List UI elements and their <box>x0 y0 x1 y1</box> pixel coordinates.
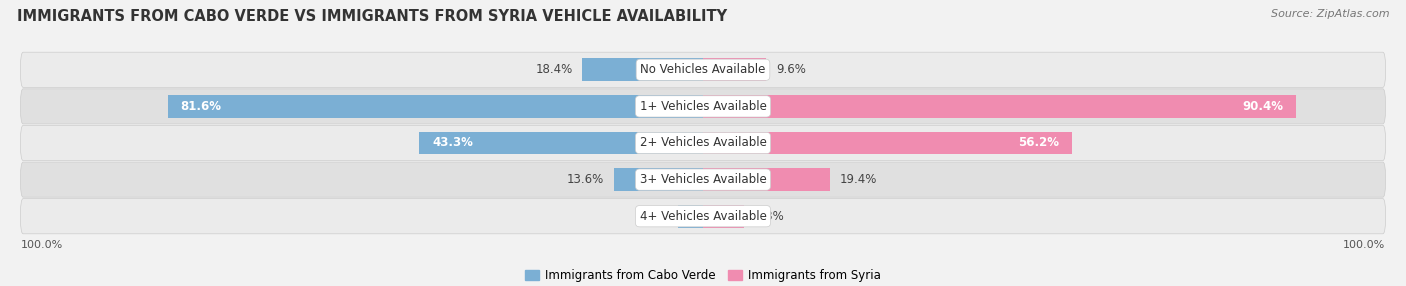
FancyBboxPatch shape <box>21 162 1385 197</box>
Text: 3+ Vehicles Available: 3+ Vehicles Available <box>640 173 766 186</box>
Bar <box>678 205 703 228</box>
FancyBboxPatch shape <box>21 52 1385 87</box>
Bar <box>419 132 703 154</box>
Bar <box>703 205 744 228</box>
FancyBboxPatch shape <box>21 199 1385 234</box>
Legend: Immigrants from Cabo Verde, Immigrants from Syria: Immigrants from Cabo Verde, Immigrants f… <box>520 265 886 286</box>
Text: 56.2%: 56.2% <box>1018 136 1059 150</box>
Text: 9.6%: 9.6% <box>776 63 806 76</box>
Text: 19.4%: 19.4% <box>841 173 877 186</box>
Text: 1+ Vehicles Available: 1+ Vehicles Available <box>640 100 766 113</box>
Bar <box>703 132 1071 154</box>
FancyBboxPatch shape <box>21 89 1385 124</box>
Bar <box>614 168 703 191</box>
Text: Source: ZipAtlas.com: Source: ZipAtlas.com <box>1271 9 1389 19</box>
Text: 3.8%: 3.8% <box>638 210 668 223</box>
Text: 13.6%: 13.6% <box>567 173 605 186</box>
Text: 90.4%: 90.4% <box>1241 100 1284 113</box>
FancyBboxPatch shape <box>21 126 1385 160</box>
Bar <box>703 58 766 81</box>
Text: 18.4%: 18.4% <box>536 63 572 76</box>
Text: 43.3%: 43.3% <box>432 136 472 150</box>
Text: 100.0%: 100.0% <box>1343 240 1385 250</box>
Bar <box>582 58 703 81</box>
Bar <box>167 95 703 118</box>
Bar <box>703 168 831 191</box>
Text: IMMIGRANTS FROM CABO VERDE VS IMMIGRANTS FROM SYRIA VEHICLE AVAILABILITY: IMMIGRANTS FROM CABO VERDE VS IMMIGRANTS… <box>17 9 727 23</box>
Bar <box>703 95 1296 118</box>
Text: 2+ Vehicles Available: 2+ Vehicles Available <box>640 136 766 150</box>
Text: 4+ Vehicles Available: 4+ Vehicles Available <box>640 210 766 223</box>
Text: 100.0%: 100.0% <box>21 240 63 250</box>
Text: No Vehicles Available: No Vehicles Available <box>640 63 766 76</box>
Text: 6.3%: 6.3% <box>754 210 785 223</box>
Text: 81.6%: 81.6% <box>181 100 222 113</box>
